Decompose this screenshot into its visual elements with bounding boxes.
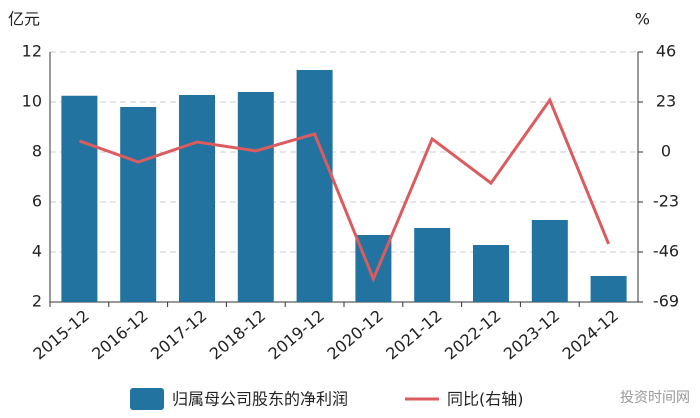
x-tick-label: 2022-12 [441,306,504,364]
y2-tick-label: 0 [661,142,671,161]
line [78,96,610,283]
bar [61,95,98,302]
legend-label: 归属母公司股东的净利润 [172,390,348,409]
y-tick-label: 10 [22,92,42,111]
bar [296,70,333,302]
watermark: 投资时间网 [620,390,690,406]
x-tick-label: 2017-12 [147,306,210,364]
y-tick-label: 12 [22,42,42,61]
x-tick-label: 2015-12 [29,306,92,364]
bar [120,107,157,302]
bar [179,95,215,302]
y-axis-label: 亿元 [8,10,40,29]
x-tick-label: 2021-12 [382,306,445,364]
y-tick-label: 6 [32,192,42,211]
legend-label: 同比(右轴) [447,390,524,409]
y-tick-label: 2 [32,292,42,311]
y-tick-label: 4 [32,242,42,261]
y2-tick-label: -69 [653,292,679,311]
legend-swatch [130,388,164,410]
x-tick-label: 2016-12 [88,306,151,364]
y2-tick-label: -46 [653,242,679,261]
x-tick-label: 2024-12 [559,306,622,364]
bar [237,92,274,302]
x-tick-label: 2020-12 [323,306,386,364]
y2-tick-label: 23 [656,92,676,111]
y2-axis-label: % [635,10,650,29]
x-tick-label: 2019-12 [265,306,328,364]
bar [473,245,509,302]
x-tick-label: 2023-12 [500,306,563,364]
bar [531,220,568,302]
x-tick-label: 2018-12 [206,306,269,364]
y-tick-label: 8 [32,142,42,161]
bar [590,276,627,302]
y2-tick-label: -23 [653,192,679,211]
y2-tick-label: 46 [656,42,676,61]
bar [414,228,451,302]
